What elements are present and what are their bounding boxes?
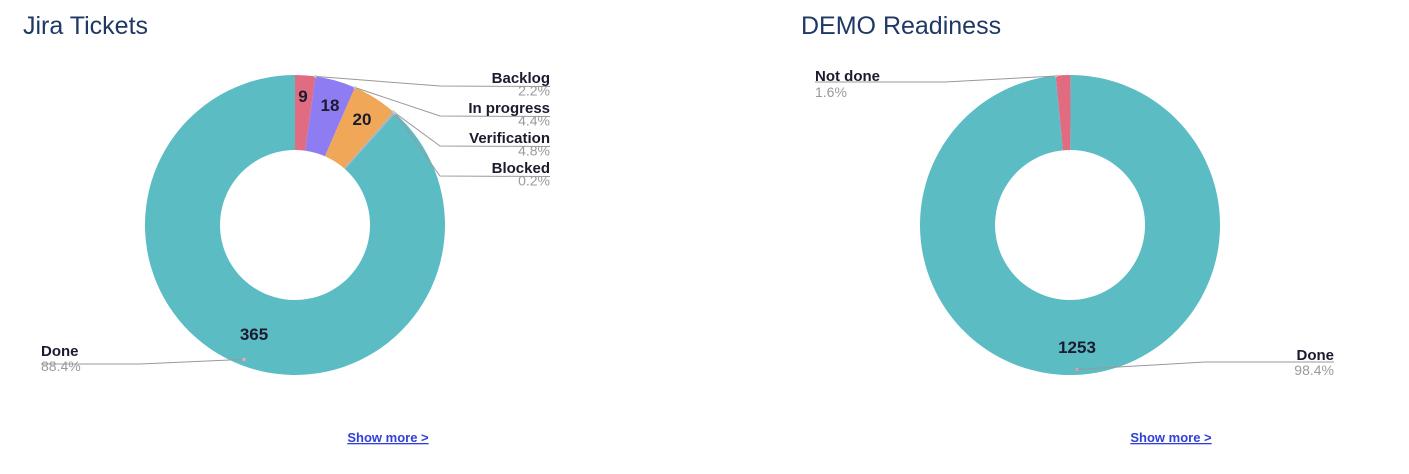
- svg-text:4.8%: 4.8%: [518, 143, 550, 159]
- svg-text:4.4%: 4.4%: [518, 113, 550, 129]
- svg-text:9: 9: [298, 87, 307, 106]
- svg-text:88.4%: 88.4%: [41, 358, 81, 374]
- svg-text:18: 18: [321, 96, 340, 115]
- svg-text:2.2%: 2.2%: [518, 83, 550, 99]
- svg-text:98.4%: 98.4%: [1294, 362, 1334, 378]
- svg-text:Not done: Not done: [815, 68, 880, 85]
- svg-text:365: 365: [240, 325, 268, 344]
- svg-text:1253: 1253: [1058, 338, 1096, 357]
- svg-text:Show more >: Show more >: [347, 430, 429, 445]
- svg-text:1.6%: 1.6%: [815, 84, 847, 100]
- svg-text:0.2%: 0.2%: [518, 173, 550, 189]
- svg-text:20: 20: [353, 110, 372, 129]
- svg-text:Show more >: Show more >: [1130, 430, 1212, 445]
